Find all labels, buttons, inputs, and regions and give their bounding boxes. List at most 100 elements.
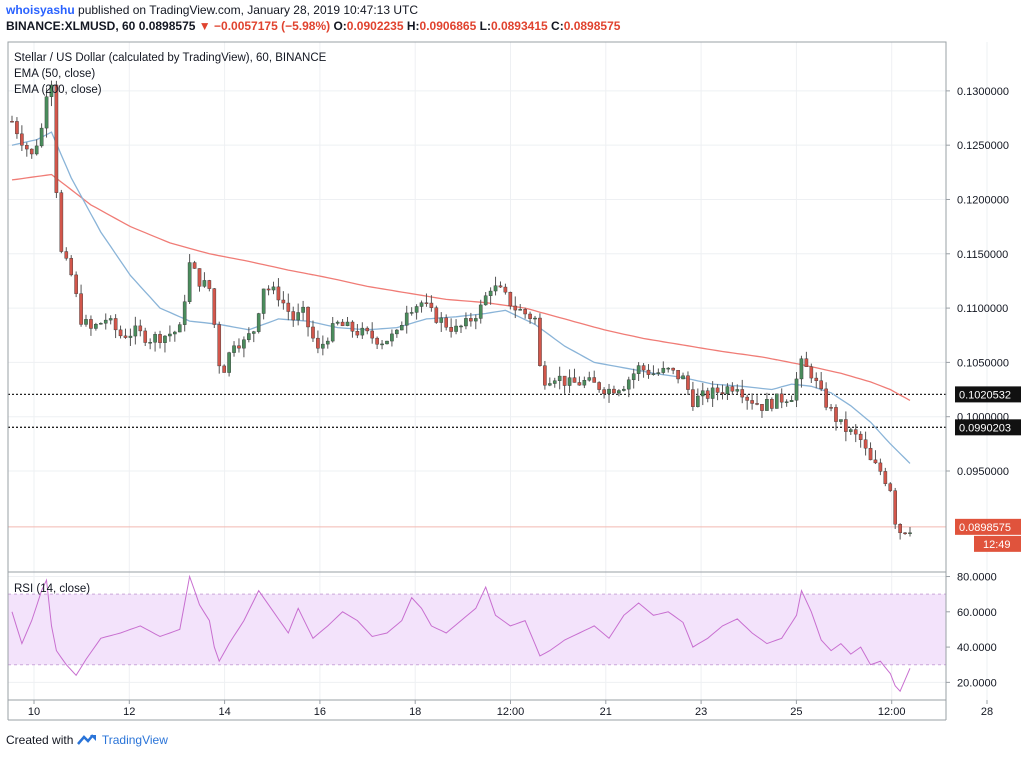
candle-body — [99, 323, 103, 325]
rsi-tick-label: 40.0000 — [957, 642, 997, 654]
open-label: O: — [333, 19, 347, 33]
candle-body — [168, 333, 172, 337]
candle-body — [809, 366, 814, 379]
rsi-tick-label: 60.0000 — [957, 607, 997, 619]
candle-body — [370, 330, 374, 339]
candle-body — [385, 340, 389, 345]
candle-body — [725, 386, 730, 395]
price-axis[interactable]: 0.1300000 0.1250000 0.1200000 0.1150000 0.11… — [946, 86, 1009, 478]
candle-body — [888, 483, 893, 491]
candle-body — [325, 340, 330, 345]
candle-body — [774, 393, 779, 409]
price-tick-label: 0.1050000 — [957, 357, 1009, 369]
low-label: L: — [479, 19, 491, 33]
candle-body — [770, 399, 774, 409]
candle-body — [444, 317, 448, 328]
candle-body — [661, 367, 666, 373]
candle-body — [454, 325, 458, 332]
candle-body — [469, 318, 473, 322]
rsi-legend[interactable]: RSI (14, close) — [14, 583, 90, 595]
time-axis[interactable]: 10 12 14 16 18 12:00 21 23 25 12:00 28 — [28, 700, 993, 718]
candle-body — [863, 439, 868, 449]
candle-body — [59, 192, 64, 252]
candle-body — [829, 407, 833, 409]
tradingview-brand-link[interactable]: TradingView — [101, 733, 168, 747]
candle-body — [291, 311, 296, 321]
time-tick-label: 16 — [314, 706, 326, 718]
candle-body — [760, 404, 764, 411]
candle-body — [597, 382, 601, 390]
candle-body — [390, 333, 394, 342]
ema200-line — [11, 173, 911, 401]
hline-value-label: 0.0990203 — [959, 422, 1011, 434]
low-value: 0.0893415 — [490, 19, 548, 33]
candle-body — [543, 365, 547, 386]
ema200-legend[interactable]: EMA (200, close) — [14, 84, 102, 96]
price-tick-label: 0.1300000 — [957, 86, 1009, 98]
candle-body — [577, 382, 582, 386]
candle-body — [493, 285, 498, 292]
rsi-axis[interactable]: 80.0000 60.0000 40.0000 20.0000 — [946, 572, 997, 690]
price-tick-label: 0.0950000 — [957, 466, 1009, 478]
candle-body — [474, 318, 478, 322]
footer: Created with TradingView — [6, 733, 168, 747]
price-tick-label: 0.1150000 — [957, 249, 1008, 261]
candle-body — [755, 403, 759, 405]
candle-body — [306, 306, 310, 328]
candle-body — [834, 407, 838, 422]
candle-body — [622, 388, 626, 391]
candle-body — [607, 388, 611, 394]
author-name[interactable]: whoisyashu — [6, 3, 75, 17]
candle-body — [177, 324, 182, 333]
candle-body — [271, 286, 276, 291]
time-tick-label: 23 — [695, 706, 707, 718]
candle-body — [429, 302, 434, 308]
candle-body — [242, 339, 246, 349]
candle-body — [173, 331, 177, 335]
candle-body — [572, 377, 577, 383]
ema50-legend[interactable]: EMA (50, close) — [14, 68, 95, 80]
last-price-label: 0.0898575 — [959, 522, 1011, 534]
candle-body — [700, 390, 705, 397]
created-with-text: Created with — [6, 733, 74, 747]
candle-body — [804, 358, 809, 367]
candle-body — [34, 145, 39, 155]
candle-body — [908, 532, 912, 534]
candle-body — [227, 352, 231, 373]
candle-body — [237, 345, 241, 349]
time-tick-label: 28 — [981, 706, 993, 718]
candle-body — [182, 301, 187, 325]
candle-body — [316, 337, 320, 349]
publish-info: whoisyashu published on TradingView.com,… — [6, 3, 418, 18]
candle-body — [676, 370, 680, 380]
candle-body — [84, 319, 88, 325]
candle-body — [202, 280, 207, 287]
candle-body — [626, 379, 631, 390]
candle-body — [449, 327, 453, 332]
candle-body — [113, 318, 118, 331]
candle-body — [301, 306, 305, 313]
hline-value-label-bg — [955, 386, 1021, 403]
candle-body — [533, 317, 537, 320]
candle-body — [424, 302, 429, 304]
candle-body — [163, 335, 167, 343]
candle-body — [824, 388, 828, 408]
candle-body — [79, 293, 83, 325]
candle-body — [853, 429, 858, 435]
candle-body — [730, 386, 735, 392]
candle-body — [94, 323, 98, 329]
horizontal-lines — [8, 393, 946, 666]
open-value: 0.0902235 — [346, 19, 404, 33]
candle-body — [873, 459, 878, 464]
candle-body — [883, 471, 888, 484]
candle-body — [365, 327, 370, 332]
candle-body — [844, 419, 848, 432]
symbol-info: BINANCE:XLMUSD, 60 0.0898575 ▼ −0.005717… — [6, 19, 620, 34]
candle-body — [498, 285, 503, 288]
candle-body — [518, 309, 523, 311]
candle-body — [651, 373, 656, 375]
last-price-label-bg — [955, 518, 1021, 535]
candle-body — [848, 429, 853, 432]
time-tick-label: 14 — [218, 706, 230, 718]
